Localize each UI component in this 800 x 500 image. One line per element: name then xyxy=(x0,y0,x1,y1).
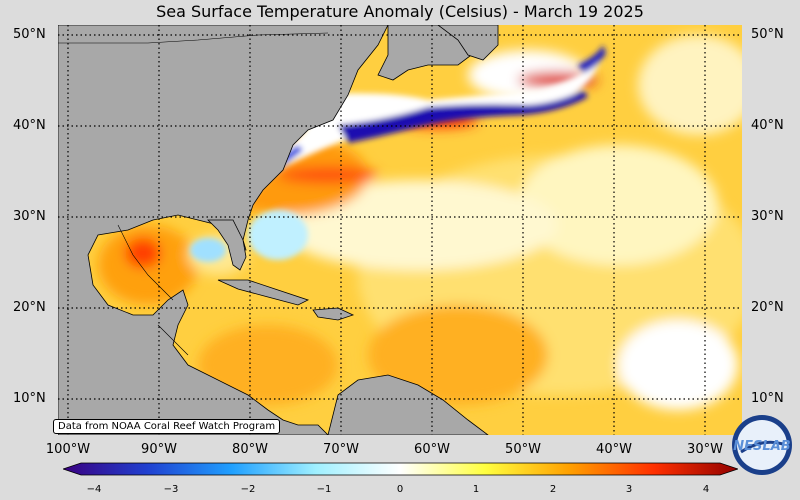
lat-label-left: 50°N xyxy=(13,27,46,42)
lon-label: 60°W xyxy=(414,442,450,457)
sst-anomaly-map xyxy=(58,25,742,435)
lon-label: 50°W xyxy=(505,442,541,457)
map-title: Sea Surface Temperature Anomaly (Celsius… xyxy=(156,2,644,21)
lat-label-right: 30°N xyxy=(751,209,784,224)
lon-label: 100°W xyxy=(45,442,91,457)
land xyxy=(58,25,499,435)
colorbar-tick-label: 3 xyxy=(625,484,633,495)
colorbar-tick-label: 1 xyxy=(472,484,480,495)
lon-label: 70°W xyxy=(323,442,359,457)
colorbar-tick-label: −4 xyxy=(86,484,102,495)
lat-label-right: 50°N xyxy=(751,27,784,42)
colorbar-graphic xyxy=(61,462,740,476)
lon-label: 80°W xyxy=(232,442,268,457)
borders xyxy=(58,32,329,356)
colorbar-tick-label: 2 xyxy=(549,484,557,495)
lat-label-right: 40°N xyxy=(751,118,784,133)
colorbar-tick-label: −2 xyxy=(240,484,256,495)
lat-label-left: 40°N xyxy=(13,118,46,133)
lat-label-left: 10°N xyxy=(13,391,46,406)
map-canvas xyxy=(58,25,742,435)
svg-text:NESLAB: NESLAB xyxy=(733,439,790,454)
lat-label-left: 30°N xyxy=(13,209,46,224)
colorbar-tick-label: 0 xyxy=(396,484,404,495)
lon-label: 30°W xyxy=(687,442,723,457)
lon-label: 40°W xyxy=(596,442,632,457)
colorbar-tick-label: 4 xyxy=(702,484,710,495)
lat-label-right: 20°N xyxy=(751,300,784,315)
graticule xyxy=(58,25,742,435)
colorbar-tick-label: −1 xyxy=(316,484,332,495)
colorbar-tick-label: −3 xyxy=(163,484,179,495)
nesdis-star-lab-logo: NESLAB xyxy=(731,414,793,476)
lat-label-left: 20°N xyxy=(13,300,46,315)
lon-label: 90°W xyxy=(141,442,177,457)
lat-label-right: 10°N xyxy=(751,391,784,406)
colorbar xyxy=(61,462,740,478)
data-credit: Data from NOAA Coral Reef Watch Program xyxy=(53,419,281,434)
